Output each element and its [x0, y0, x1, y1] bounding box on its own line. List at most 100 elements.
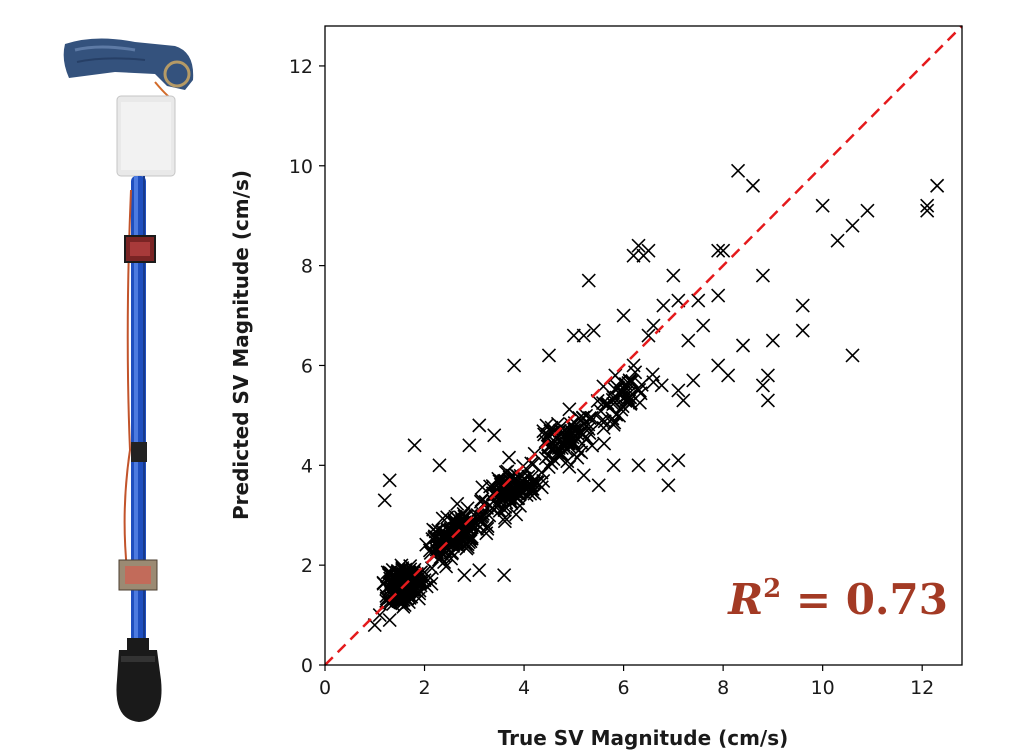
- scatter-point: [576, 468, 591, 483]
- scatter-point: [755, 378, 771, 393]
- scatter-point: [606, 397, 621, 412]
- scatter-point: [394, 593, 409, 608]
- y-tick-label: 2: [301, 555, 313, 577]
- scatter-point: [525, 469, 540, 484]
- scatter-point: [920, 198, 935, 213]
- scatter-point: [755, 268, 771, 283]
- scatter-point: [497, 503, 512, 518]
- scatter-point: [541, 348, 557, 363]
- scatter-point: [691, 293, 706, 308]
- scatter-point: [735, 338, 751, 353]
- scatter-point: [721, 368, 736, 383]
- scatter-point: [606, 458, 621, 473]
- scatter-point: [656, 298, 671, 313]
- scatter-point: [628, 365, 643, 380]
- scatter-point: [527, 486, 542, 501]
- x-tick-label: 2: [418, 677, 430, 699]
- scatter-point: [597, 414, 612, 429]
- scatter-point: [536, 473, 551, 489]
- r-squared-base: R: [727, 575, 763, 624]
- scatter-point: [541, 449, 556, 464]
- scatter-point: [654, 378, 669, 393]
- scatter-point: [661, 478, 676, 493]
- scatter-point: [460, 501, 475, 516]
- y-axis-ticks: 0 2 4 6 8 10 12: [289, 56, 325, 677]
- scatter-point: [676, 393, 691, 408]
- scatter-point: [554, 427, 569, 442]
- scatter-point: [457, 568, 472, 583]
- x-tick-label: 0: [319, 677, 331, 699]
- scatter-point: [404, 589, 419, 604]
- scatter-point: [656, 458, 671, 473]
- scatter-point: [511, 490, 526, 506]
- scatter-point: [474, 492, 489, 507]
- scatter-point: [581, 273, 596, 288]
- scatter-point: [586, 323, 601, 338]
- scatter-point: [475, 480, 490, 495]
- scatter-point: [498, 499, 513, 514]
- scatter-point: [424, 561, 440, 576]
- scatter-point: [576, 328, 591, 343]
- scatter-point: [566, 328, 581, 343]
- scatter-point: [398, 564, 413, 579]
- scatter-point: [497, 514, 512, 529]
- scatter-point: [537, 427, 552, 442]
- scatter-point: [446, 537, 461, 552]
- scatter-point: [591, 478, 606, 493]
- scatter-point: [611, 380, 626, 395]
- scatter-point: [671, 383, 686, 398]
- smart-cane-photo: [63, 38, 194, 722]
- scatter-point: [686, 373, 701, 388]
- scatter-point: [562, 402, 577, 417]
- scatter-point: [562, 439, 577, 455]
- scatter-point: [450, 496, 465, 511]
- scatter-point: [547, 424, 562, 439]
- scatter-point: [666, 268, 681, 283]
- x-tick-label: 4: [518, 677, 530, 699]
- y-tick-label: 0: [301, 655, 313, 677]
- r-squared-annotation: R2 = 0.73: [727, 574, 948, 624]
- scatter-point: [765, 333, 780, 348]
- scatter-point: [760, 368, 775, 383]
- scatter-point: [432, 458, 447, 473]
- cane-tip: [116, 650, 162, 722]
- scatter-point: [377, 493, 392, 508]
- y-axis-label: Predicted SV Magnitude (cm/s): [229, 170, 253, 520]
- scatter-point: [511, 486, 526, 501]
- scatter-point: [636, 248, 651, 263]
- scatter-point: [795, 323, 810, 338]
- scatter-point: [449, 516, 465, 531]
- scatter-point: [507, 358, 522, 373]
- y-tick-label: 10: [289, 156, 313, 178]
- scatter-point: [597, 436, 612, 451]
- scatter-point: [730, 163, 746, 178]
- cane-handle: [63, 38, 194, 90]
- y-tick-label: 6: [301, 355, 313, 377]
- scatter-point: [386, 578, 401, 594]
- scatter-point: [716, 243, 731, 258]
- scatter-point: [459, 541, 474, 556]
- scatter-point: [830, 233, 845, 248]
- scatter-point: [582, 425, 597, 440]
- scatter-point: [760, 393, 775, 408]
- scatter-point: [745, 178, 761, 193]
- scatter-point: [509, 507, 524, 522]
- scatter-point: [394, 594, 409, 609]
- scatter-point: [711, 243, 726, 258]
- scatter-point: [696, 318, 711, 333]
- scatter-point: [845, 348, 860, 363]
- identity-reference-line: [324, 25, 963, 666]
- scatter-point: [407, 438, 422, 453]
- scatter-point: [631, 238, 646, 253]
- scatter-point: [544, 456, 559, 471]
- scatter-point: [507, 472, 522, 487]
- scatter-point: [671, 453, 686, 468]
- scatter-point: [447, 521, 462, 536]
- scatter-point: [646, 375, 661, 390]
- scatter-point: [845, 218, 860, 233]
- scatter-point: [711, 288, 726, 303]
- scatter-point: [626, 248, 641, 263]
- plot-area-frame: [324, 25, 963, 666]
- scatter-points: [367, 163, 945, 633]
- r-squared-exponent: 2: [763, 574, 781, 604]
